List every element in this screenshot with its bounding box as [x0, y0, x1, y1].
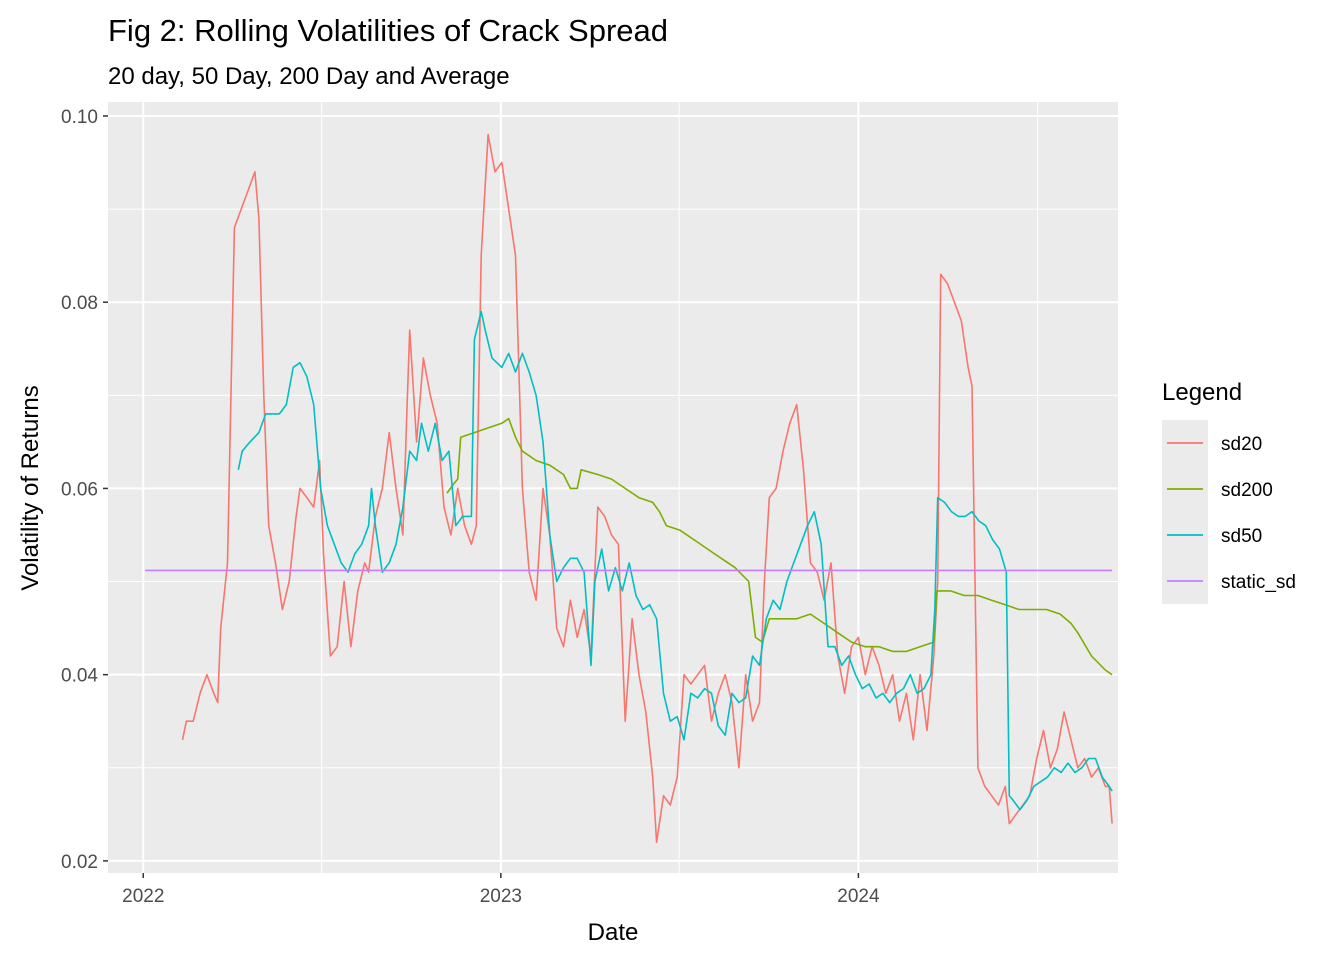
- y-axis-title: Volatility of Returns: [17, 385, 44, 590]
- x-tick-label: 2023: [480, 886, 522, 907]
- axes: 0.02 0.04 0.06 0.08 0.10 2022 2023 2024: [61, 107, 880, 907]
- series-line-sd50: [237, 310, 1113, 811]
- legend: Legend sd20 sd200 sd50 static_sd: [1162, 379, 1296, 604]
- y-tick-label: 0.02: [61, 852, 98, 873]
- y-tick-label: 0.06: [61, 479, 98, 500]
- y-tick-label: 0.04: [61, 666, 98, 687]
- series-line-sd200: [446, 417, 1113, 676]
- chart-title: Fig 2: Rolling Volatilities of Crack Spr…: [108, 13, 668, 48]
- x-axis-title: Date: [588, 919, 639, 946]
- x-tick-label: 2022: [122, 886, 164, 907]
- legend-label: static_sd: [1221, 572, 1296, 593]
- legend-label: sd200: [1221, 480, 1273, 501]
- y-tick-label: 0.08: [61, 293, 98, 314]
- legend-title: Legend: [1162, 379, 1242, 406]
- y-tick-label: 0.10: [61, 107, 98, 128]
- series-layer: [145, 133, 1113, 844]
- x-tick-label: 2024: [837, 886, 880, 907]
- chart-subtitle: 20 day, 50 Day, 200 Day and Average: [108, 63, 510, 90]
- legend-label: sd50: [1221, 526, 1262, 547]
- legend-label: sd20: [1221, 434, 1262, 455]
